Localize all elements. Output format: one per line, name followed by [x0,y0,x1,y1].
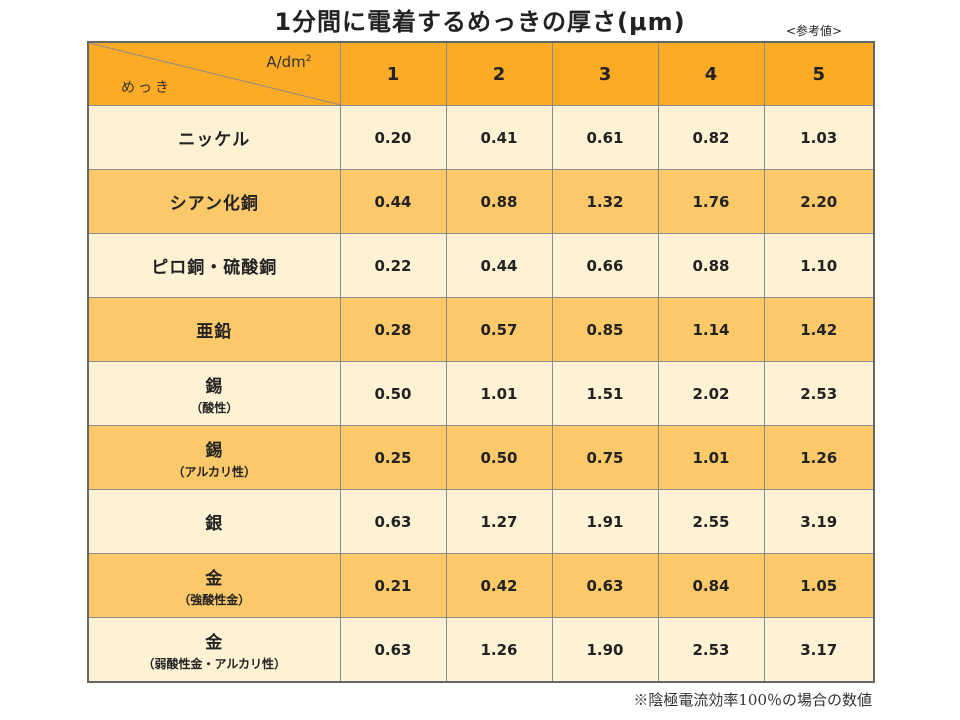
value-cell: 3.17 [763,617,875,683]
corner-diagonal [89,43,341,105]
table-row: 錫 （酸性） 0.50 1.01 1.51 2.02 2.53 [87,361,875,426]
row-header-cell: シアン化銅 [87,169,341,234]
column-header: 4 [657,41,765,106]
value-cell: 1.42 [763,297,875,362]
value-cell: 0.82 [657,105,765,170]
value-cell: 1.26 [763,425,875,490]
value-cell: 1.91 [551,489,659,554]
column-header: 3 [551,41,659,106]
column-header: 1 [339,41,447,106]
plating-type-note: （強酸性金） [178,592,251,607]
value-cell: 1.32 [551,169,659,234]
table-row: ニッケル 0.20 0.41 0.61 0.82 1.03 [87,105,875,170]
row-header-cell: 錫 （酸性） [87,361,341,426]
table-body: ニッケル 0.20 0.41 0.61 0.82 1.03 シアン化銅 0.44 0.88 1.3… [87,105,875,683]
value-cell: 0.44 [445,233,553,298]
value-cell: 0.63 [339,489,447,554]
value-cell: 0.42 [445,553,553,618]
value-cell: 1.27 [445,489,553,554]
value-cell: 0.63 [339,617,447,683]
value-cell: 0.85 [551,297,659,362]
value-cell: 0.57 [445,297,553,362]
value-cell: 2.53 [657,617,765,683]
plating-type-note: （弱酸性金・アルカリ性） [142,656,287,671]
plating-type-name: ピロ銅・硫酸銅 [151,258,278,278]
value-cell: 1.01 [657,425,765,490]
value-cell: 2.53 [763,361,875,426]
plating-type-name: シアン化銅 [169,194,259,214]
value-cell: 2.20 [763,169,875,234]
value-cell: 0.28 [339,297,447,362]
row-header-cell: 金 （強酸性金） [87,553,341,618]
value-cell: 3.19 [763,489,875,554]
value-cell: 0.61 [551,105,659,170]
header-row: A/dm2 めっき 1 2 3 4 5 [87,41,875,106]
value-cell: 1.05 [763,553,875,618]
value-cell: 0.88 [657,233,765,298]
value-cell: 0.44 [339,169,447,234]
reference-label: <参考値> [786,24,843,38]
column-axis-unit: A/dm [266,53,306,71]
value-cell: 0.22 [339,233,447,298]
value-cell: 0.84 [657,553,765,618]
value-cell: 0.66 [551,233,659,298]
row-header-cell: ニッケル [87,105,341,170]
table-row: 亜鉛 0.28 0.57 0.85 1.14 1.42 [87,297,875,362]
table-row: 錫 （アルカリ性） 0.25 0.50 0.75 1.01 1.26 [87,425,875,490]
row-axis-label: めっき [121,80,172,96]
row-header-cell: 銀 [87,489,341,554]
plating-thickness-table: A/dm2 めっき 1 2 3 4 5 ニッケル 0.20 0.41 0.61 0.82… [87,41,875,683]
table-row: 銀 0.63 1.27 1.91 2.55 3.19 [87,489,875,554]
value-cell: 1.90 [551,617,659,683]
plating-type-name: ニッケル [178,130,251,150]
column-header: 2 [445,41,553,106]
value-cell: 0.41 [445,105,553,170]
row-header-cell: 亜鉛 [87,297,341,362]
value-cell: 2.55 [657,489,765,554]
column-axis-label: A/dm2 [266,53,311,71]
plating-type-name: 亜鉛 [196,322,233,342]
corner-cell: A/dm2 めっき [87,41,341,106]
value-cell: 0.25 [339,425,447,490]
value-cell: 1.51 [551,361,659,426]
table-row: 金 （強酸性金） 0.21 0.42 0.63 0.84 1.05 [87,553,875,618]
value-cell: 1.01 [445,361,553,426]
plating-type-note: （アルカリ性） [172,464,257,479]
value-cell: 1.03 [763,105,875,170]
value-cell: 0.21 [339,553,447,618]
value-cell: 1.76 [657,169,765,234]
value-cell: 0.88 [445,169,553,234]
table-row: シアン化銅 0.44 0.88 1.32 1.76 2.20 [87,169,875,234]
row-header-cell: ピロ銅・硫酸銅 [87,233,341,298]
plating-type-name: 錫 [205,376,224,397]
plating-type-name: 金 [205,568,224,589]
value-cell: 0.75 [551,425,659,490]
plating-type-name: 金 [205,632,224,653]
value-cell: 1.14 [657,297,765,362]
table-row: ピロ銅・硫酸銅 0.22 0.44 0.66 0.88 1.10 [87,233,875,298]
value-cell: 1.26 [445,617,553,683]
plating-type-note: （酸性） [190,400,239,415]
column-header: 5 [763,41,875,106]
row-header-cell: 錫 （アルカリ性） [87,425,341,490]
value-cell: 0.20 [339,105,447,170]
value-cell: 1.10 [763,233,875,298]
chart-title: 1分間に電着するめっきの厚さ(μm) [274,8,686,36]
table-row: 金 （弱酸性金・アルカリ性） 0.63 1.26 1.90 2.53 3.17 [87,617,875,683]
row-header-cell: 金 （弱酸性金・アルカリ性） [87,617,341,683]
value-cell: 0.50 [445,425,553,490]
plating-type-name: 錫 [205,440,224,461]
plating-type-name: 銀 [205,514,224,534]
column-axis-superscript: 2 [305,54,312,64]
value-cell: 0.63 [551,553,659,618]
value-cell: 0.50 [339,361,447,426]
footnote: ※陰極電流効率100％の場合の数値 [633,691,872,709]
value-cell: 2.02 [657,361,765,426]
